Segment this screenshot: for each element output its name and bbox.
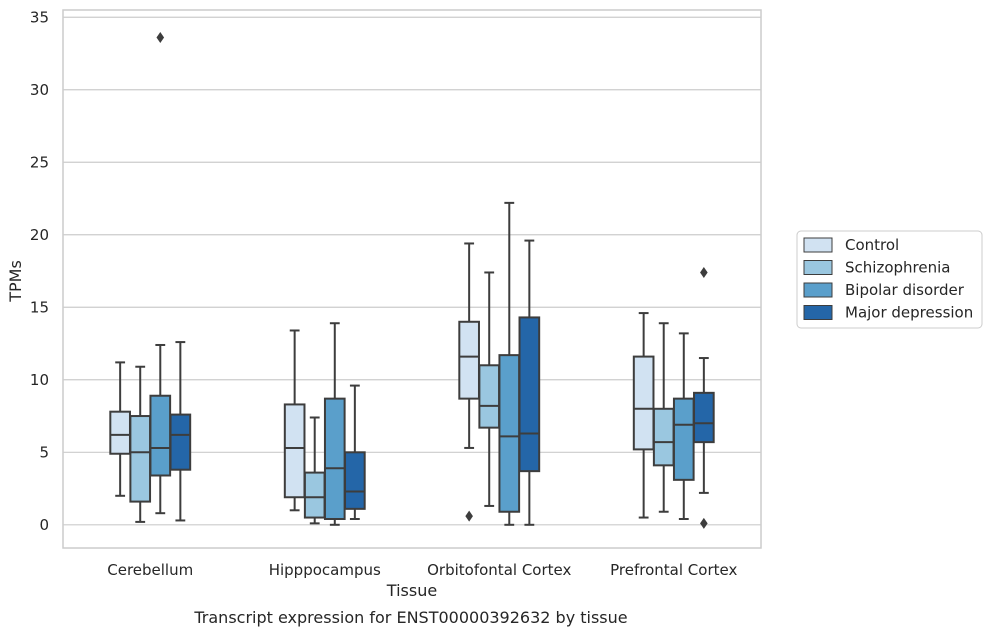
- y-tick-label: 0: [39, 516, 49, 534]
- box-iqr: [518, 316, 541, 473]
- box-schizophrenia: [478, 271, 501, 507]
- box-schizophrenia: [129, 365, 152, 523]
- x-tick-label: Prefrontal Cortex: [610, 561, 737, 579]
- box-bipolar-disorder: [149, 32, 172, 515]
- y-axis-ticks: 0 5 10 15 20 25 30 35: [30, 8, 49, 534]
- legend-frame: [796, 230, 983, 329]
- legend-label: Control: [845, 236, 899, 254]
- box-plot-area: [109, 32, 715, 529]
- box-bipolar-disorder: [672, 332, 695, 520]
- x-axis-ticks: Cerebellum Hipppocampus Orbitofontal Corte…: [107, 561, 737, 579]
- chart-caption: Transcript expression for ENST0000039263…: [193, 608, 627, 627]
- legend-label: Bipolar disorder: [845, 281, 965, 299]
- y-tick-label: 10: [30, 371, 49, 389]
- box-control: [632, 312, 655, 519]
- box-iqr: [672, 397, 695, 481]
- outlier-point: [700, 266, 708, 278]
- y-tick-label: 30: [30, 81, 49, 99]
- box-iqr: [498, 354, 521, 513]
- box-major-depression: [169, 341, 192, 522]
- box-control: [109, 361, 131, 497]
- box-control: [458, 242, 480, 522]
- legend-swatch: [803, 305, 833, 320]
- outlier-point: [465, 510, 473, 522]
- box-bipolar-disorder: [498, 201, 521, 526]
- legend-swatch: [803, 237, 833, 253]
- legend-label: Schizophrenia: [845, 259, 950, 277]
- box-major-depression: [693, 266, 715, 529]
- box-iqr: [323, 397, 346, 520]
- box-bipolar-disorder: [323, 322, 346, 526]
- box-iqr: [458, 320, 480, 400]
- box-iqr: [109, 410, 131, 455]
- box-iqr: [344, 451, 366, 510]
- box-iqr: [129, 415, 152, 503]
- box-iqr: [283, 403, 306, 499]
- box-major-depression: [518, 239, 541, 526]
- box-iqr: [303, 471, 326, 519]
- legend: Control Schizophrenia Bipolar disorder Majo…: [796, 230, 983, 329]
- box-iqr: [693, 391, 715, 444]
- plot-frame: [62, 9, 762, 549]
- y-tick-label: 15: [30, 298, 49, 316]
- legend-label: Major depression: [845, 304, 973, 322]
- legend-swatch: [803, 260, 833, 275]
- x-tick-label: Hipppocampus: [269, 561, 381, 579]
- y-tick-label: 35: [30, 8, 49, 26]
- box-schizophrenia: [652, 322, 675, 513]
- x-tick-label: Orbitofontal Cortex: [427, 561, 571, 579]
- box-control: [283, 329, 306, 512]
- box-iqr: [478, 364, 501, 429]
- box-iqr: [149, 394, 172, 477]
- legend-swatch: [803, 282, 833, 298]
- x-axis-label: Tissue: [386, 581, 437, 600]
- box-iqr: [632, 355, 655, 451]
- y-tick-label: 20: [30, 226, 49, 244]
- outlier-point: [156, 32, 165, 44]
- box-major-depression: [344, 384, 366, 520]
- box-iqr: [652, 407, 675, 467]
- y-tick-label: 25: [30, 153, 49, 171]
- box-iqr: [169, 413, 192, 471]
- y-tick-label: 5: [39, 443, 49, 461]
- box-schizophrenia: [303, 416, 326, 525]
- outlier-point: [700, 517, 708, 529]
- x-tick-label: Cerebellum: [107, 561, 193, 579]
- y-axis-label: TPMs: [6, 260, 25, 303]
